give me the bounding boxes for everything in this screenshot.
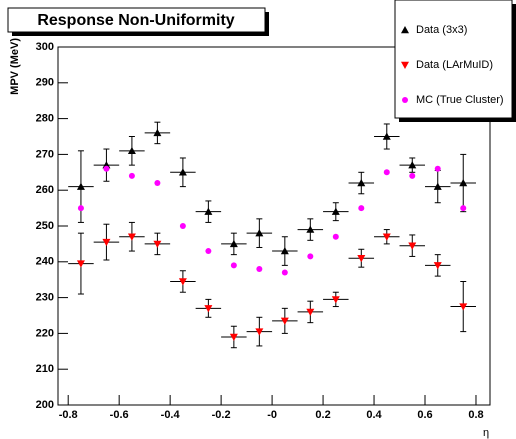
- legend-marker: [401, 61, 409, 69]
- x-axis-label: η: [483, 427, 489, 439]
- data-point: [408, 161, 417, 169]
- data-point: [204, 207, 213, 215]
- data-point: [408, 242, 417, 250]
- data-point: [255, 229, 264, 237]
- data-point: [153, 128, 162, 137]
- data-point: [154, 180, 161, 187]
- y-tick-label: 270: [36, 148, 54, 160]
- data-point: [332, 233, 339, 240]
- data-point: [460, 205, 467, 212]
- x-tick-label: -0.4: [161, 409, 181, 421]
- data-point: [280, 247, 289, 255]
- y-tick-label: 290: [36, 77, 54, 89]
- data-point: [281, 269, 288, 276]
- data-point: [103, 165, 110, 172]
- data-point: [357, 179, 366, 187]
- legend-box: [394, 0, 513, 119]
- data-point: [127, 233, 136, 241]
- y-tick-label: 220: [36, 327, 54, 339]
- data-point: [459, 179, 468, 187]
- x-tick-label: -0.6: [110, 409, 129, 421]
- legend-label: MC (True Cluster): [416, 94, 504, 106]
- data-point: [127, 146, 136, 155]
- data-point: [306, 225, 315, 233]
- x-tick-label: 0.6: [417, 409, 432, 421]
- data-point: [178, 278, 187, 286]
- x-tick-label: -0: [267, 409, 277, 421]
- data-point: [280, 317, 289, 325]
- data-point: [178, 168, 187, 176]
- legend-marker: [401, 26, 409, 34]
- y-tick-label: 240: [36, 256, 54, 268]
- data-point: [331, 207, 340, 215]
- data-point: [306, 308, 315, 316]
- data-point: [256, 265, 263, 272]
- y-tick-label: 230: [36, 292, 54, 304]
- y-tick-label: 260: [36, 184, 54, 196]
- data-point: [128, 172, 135, 179]
- data-point: [357, 255, 366, 263]
- data-point: [229, 333, 238, 341]
- y-tick-label: 210: [36, 363, 54, 375]
- data-point: [382, 233, 391, 241]
- data-point: [433, 182, 442, 190]
- legend-marker: [402, 97, 408, 103]
- data-point: [433, 262, 442, 270]
- data-point: [102, 238, 111, 247]
- data-point: [77, 205, 84, 212]
- data-point: [434, 165, 441, 172]
- data-point: [307, 253, 314, 260]
- legend-label: Data (LArMuID): [416, 59, 493, 71]
- chart-title: Response Non-Uniformity: [37, 12, 234, 29]
- x-tick-label: -0.2: [212, 409, 231, 421]
- x-tick-label: 0.2: [315, 409, 330, 421]
- data-point: [255, 328, 264, 336]
- y-tick-label: 250: [36, 220, 54, 232]
- data-point: [382, 132, 391, 140]
- data-point: [331, 296, 340, 304]
- data-point: [409, 172, 416, 179]
- title-box: [7, 7, 266, 33]
- data-point: [230, 262, 237, 269]
- data-point: [358, 205, 365, 212]
- x-tick-label: -0.8: [59, 409, 78, 421]
- data-point: [459, 303, 468, 311]
- legend-label: Data (3x3): [416, 24, 467, 36]
- x-tick-label: 0.8: [468, 409, 483, 421]
- data-point: [204, 305, 213, 313]
- data-point: [153, 240, 162, 248]
- y-axis-label: MPV (MeV): [9, 38, 21, 95]
- y-tick-label: 300: [36, 41, 54, 53]
- y-tick-label: 200: [36, 399, 54, 411]
- data-point: [179, 223, 186, 229]
- data-point: [205, 248, 212, 255]
- data-point: [383, 169, 390, 176]
- data-point: [76, 182, 85, 190]
- data-point: [76, 260, 85, 268]
- x-tick-label: 0.4: [366, 409, 382, 421]
- y-tick-label: 280: [36, 113, 54, 125]
- data-point: [229, 239, 238, 248]
